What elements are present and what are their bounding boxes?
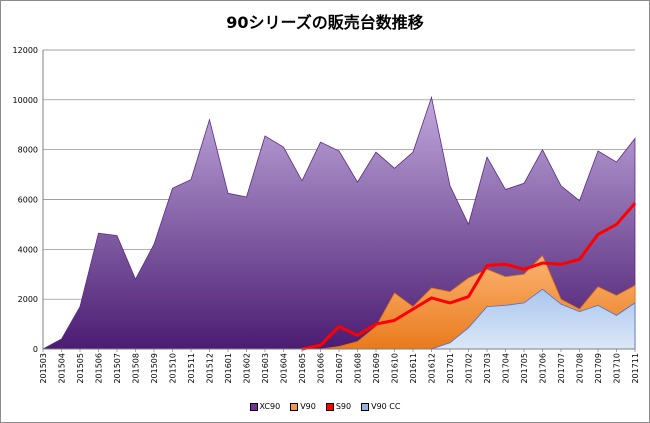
y-tick-label: 0: [33, 345, 38, 354]
y-tick-label: 10000: [13, 96, 38, 105]
x-tick-label: 201710: [613, 353, 622, 384]
x-tick-label: 201605: [298, 353, 307, 384]
legend-swatch: [325, 402, 334, 411]
legend-label: V90 CC: [371, 402, 401, 411]
x-tick-label: 201709: [594, 353, 603, 384]
x-tick-label: 201504: [58, 353, 67, 384]
legend-swatch: [290, 402, 299, 411]
legend-swatch: [249, 402, 258, 411]
y-tick-label: 6000: [18, 196, 38, 205]
x-tick-label: 201505: [76, 353, 85, 384]
line-s90: [301, 202, 637, 351]
legend-item: S90: [325, 402, 352, 411]
x-tick-label: 201506: [95, 353, 104, 384]
chart-title: 90シリーズの販売台数推移: [226, 13, 424, 32]
y-tick-label: 2000: [18, 295, 38, 304]
x-tick-label: 201511: [187, 353, 196, 384]
legend: XC90 V90 S90 V90 CC: [1, 402, 649, 411]
y-tick-label: 8000: [18, 146, 38, 155]
x-tick-label: 201701: [446, 353, 455, 384]
x-tick-label: 201508: [132, 353, 141, 384]
x-tick-label: 201612: [428, 353, 437, 384]
x-tick-label: 201601: [224, 353, 233, 384]
x-tick-label: 201705: [520, 353, 529, 384]
legend-label: S90: [335, 402, 352, 411]
legend-label: V90: [300, 402, 316, 411]
x-tick-label: 201610: [391, 353, 400, 384]
x-tick-label: 201510: [169, 353, 178, 384]
x-tick-label: 201503: [39, 353, 48, 384]
x-tick-label: 201507: [113, 353, 122, 384]
y-tick-label: 4000: [18, 245, 38, 254]
x-tick-label: 201604: [280, 353, 289, 384]
x-tick-label: 201706: [539, 353, 548, 384]
x-tick-label: 201512: [206, 353, 215, 384]
x-tick-label: 201703: [483, 353, 492, 384]
x-tick-label: 201708: [576, 353, 585, 384]
x-tick-label: 201609: [372, 353, 381, 384]
legend-swatch: [361, 402, 370, 411]
x-tick-label: 201608: [354, 353, 363, 384]
x-tick-label: 201711: [631, 353, 640, 384]
x-tick-label: 201611: [409, 353, 418, 384]
legend-label: XC90: [259, 402, 281, 411]
x-tick-label: 201509: [150, 353, 159, 384]
x-tick-label: 201603: [261, 353, 270, 384]
legend-item: XC90: [249, 402, 281, 411]
legend-item: V90: [290, 402, 316, 411]
legend-item: V90 CC: [361, 402, 400, 411]
x-tick-label: 201707: [557, 353, 566, 384]
y-tick-label: 12000: [13, 46, 38, 55]
x-tick-label: 201607: [335, 353, 344, 384]
x-tick-label: 201704: [502, 353, 511, 384]
x-tick-label: 201602: [243, 353, 252, 384]
x-tick-label: 201606: [317, 353, 326, 384]
x-tick-label: 201702: [465, 353, 474, 384]
